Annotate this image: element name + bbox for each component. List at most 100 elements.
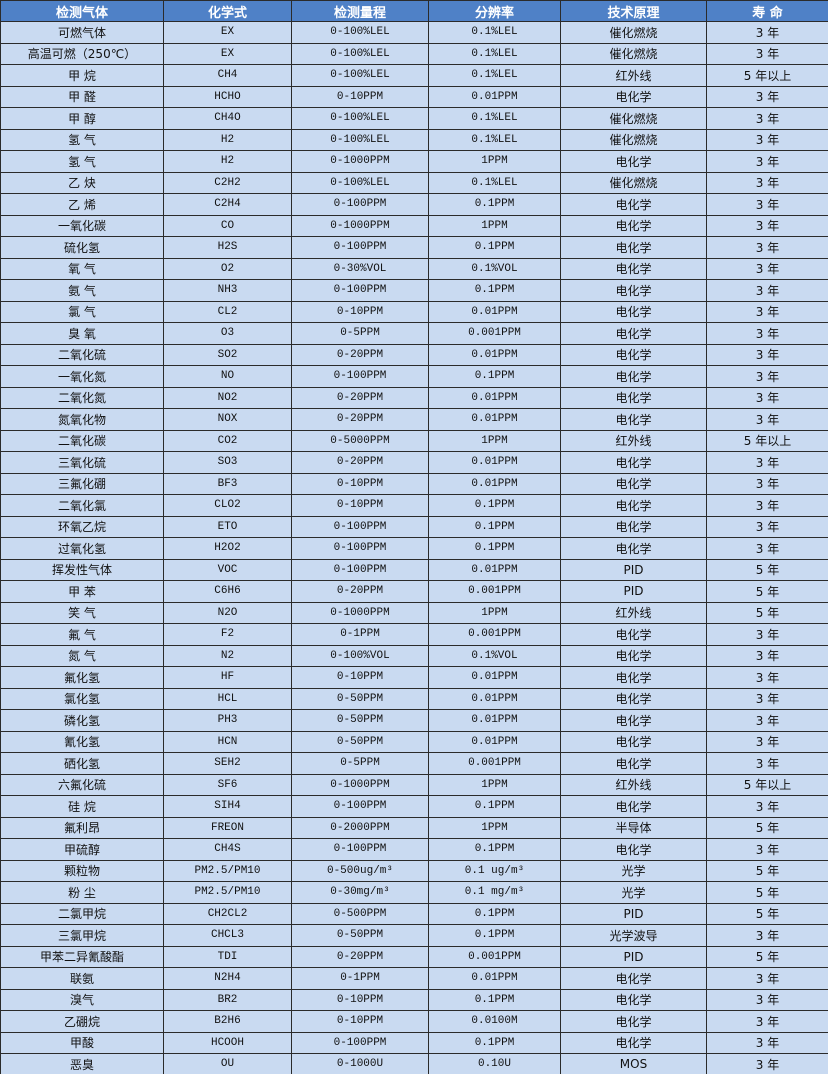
table-row: 氧 气 O2 0-30%VOL 0.1%VOL 电化学 3 年 (0, 257, 828, 280)
lifespan: 3 年 (706, 85, 828, 108)
formula: BF3 (163, 472, 292, 495)
lifespan: 3 年 (706, 365, 828, 388)
principle: 红外线 (560, 64, 707, 87)
lifespan: 3 年 (706, 300, 828, 323)
gas-name: 氧 气 (0, 257, 164, 280)
table-row: 二氧化碳 CO2 0-5000PPM 1PPM 红外线 5 年以上 (0, 429, 828, 452)
formula: NO2 (163, 386, 292, 409)
gas-name: 氢 气 (0, 150, 164, 173)
principle: 催化燃烧 (560, 128, 707, 151)
resolution: 0.001PPM (428, 580, 561, 603)
lifespan: 5 年 (706, 902, 828, 925)
range: 0-50PPM (291, 730, 429, 753)
principle: 电化学 (560, 472, 707, 495)
lifespan: 3 年 (706, 687, 828, 710)
table-row: 可燃气体 EX 0-100%LEL 0.1%LEL 催化燃烧 3 年 (0, 21, 828, 44)
formula: N2O (163, 601, 292, 624)
range: 0-500ug/m³ (291, 859, 429, 882)
resolution: 0.01PPM (428, 666, 561, 689)
formula: OU (163, 1053, 292, 1074)
lifespan: 3 年 (706, 644, 828, 667)
gas-name: 磷化氢 (0, 709, 164, 732)
principle: 电化学 (560, 451, 707, 474)
formula: SIH4 (163, 795, 292, 818)
table-row: 硫化氢 H2S 0-100PPM 0.1PPM 电化学 3 年 (0, 236, 828, 259)
lifespan: 5 年 (706, 859, 828, 882)
lifespan: 3 年 (706, 709, 828, 732)
formula: PM2.5/PM10 (163, 859, 292, 882)
resolution: 0.01PPM (428, 85, 561, 108)
lifespan: 3 年 (706, 150, 828, 173)
range: 0-50PPM (291, 924, 429, 947)
resolution: 0.1%LEL (428, 64, 561, 87)
range: 0-10PPM (291, 85, 429, 108)
formula: SF6 (163, 773, 292, 796)
resolution: 0.01PPM (428, 558, 561, 581)
lifespan: 3 年 (706, 257, 828, 280)
resolution: 0.01PPM (428, 709, 561, 732)
range: 0-1PPM (291, 623, 429, 646)
gas-name: 氮 气 (0, 644, 164, 667)
resolution: 0.1PPM (428, 537, 561, 560)
lifespan: 3 年 (706, 838, 828, 861)
range: 0-100%LEL (291, 42, 429, 65)
gas-name: 乙硼烷 (0, 1010, 164, 1033)
range: 0-5000PPM (291, 429, 429, 452)
range: 0-1PPM (291, 967, 429, 990)
gas-name: 二氧化氯 (0, 494, 164, 517)
lifespan: 3 年 (706, 472, 828, 495)
gas-name: 溴气 (0, 988, 164, 1011)
gas-name: 三氧化硫 (0, 451, 164, 474)
range: 0-10PPM (291, 300, 429, 323)
formula: PH3 (163, 709, 292, 732)
table-row: 氰化氢 HCN 0-50PPM 0.01PPM 电化学 3 年 (0, 730, 828, 753)
range: 0-100PPM (291, 279, 429, 302)
table-row: 氯化氢 HCL 0-50PPM 0.01PPM 电化学 3 年 (0, 687, 828, 710)
formula: FREON (163, 816, 292, 839)
formula: O3 (163, 322, 292, 345)
gas-name: 挥发性气体 (0, 558, 164, 581)
resolution: 0.1PPM (428, 902, 561, 925)
principle: 电化学 (560, 343, 707, 366)
gas-name: 甲 烷 (0, 64, 164, 87)
resolution: 0.1%LEL (428, 171, 561, 194)
gas-name: 氯 气 (0, 300, 164, 323)
table-row: 氢 气 H2 0-100%LEL 0.1%LEL 催化燃烧 3 年 (0, 128, 828, 151)
gas-name: 乙 炔 (0, 171, 164, 194)
resolution: 0.01PPM (428, 451, 561, 474)
gas-name: 硒化氢 (0, 752, 164, 775)
lifespan: 3 年 (706, 386, 828, 409)
formula: TDI (163, 945, 292, 968)
range: 0-30mg/m³ (291, 881, 429, 904)
table-row: 氯 气 CL2 0-10PPM 0.01PPM 电化学 3 年 (0, 300, 828, 323)
range: 0-100PPM (291, 1031, 429, 1054)
formula: H2 (163, 128, 292, 151)
resolution: 0.1PPM (428, 924, 561, 947)
lifespan: 3 年 (706, 666, 828, 689)
range: 0-20PPM (291, 945, 429, 968)
gas-name: 二氯甲烷 (0, 902, 164, 925)
range: 0-500PPM (291, 902, 429, 925)
principle: 电化学 (560, 408, 707, 431)
principle: 电化学 (560, 1010, 707, 1033)
formula: O2 (163, 257, 292, 280)
principle: 电化学 (560, 730, 707, 753)
table-body: 可燃气体 EX 0-100%LEL 0.1%LEL 催化燃烧 3 年高温可燃（250℃） E… (0, 21, 828, 1074)
resolution: 0.001PPM (428, 752, 561, 775)
table-row: 氮氧化物 NOX 0-20PPM 0.01PPM 电化学 3 年 (0, 408, 828, 431)
formula: CH4O (163, 107, 292, 130)
formula: F2 (163, 623, 292, 646)
lifespan: 3 年 (706, 21, 828, 44)
range: 0-1000PPM (291, 601, 429, 624)
range: 0-100%LEL (291, 171, 429, 194)
range: 0-10PPM (291, 988, 429, 1011)
range: 0-20PPM (291, 343, 429, 366)
lifespan: 3 年 (706, 171, 828, 194)
range: 0-20PPM (291, 386, 429, 409)
resolution: 0.1PPM (428, 279, 561, 302)
resolution: 0.01PPM (428, 472, 561, 495)
header-cell: 寿 命 (706, 0, 828, 22)
table-row: 甲苯二异氰酸酯 TDI 0-20PPM 0.001PPM PID 5 年 (0, 945, 828, 968)
formula: SO2 (163, 343, 292, 366)
